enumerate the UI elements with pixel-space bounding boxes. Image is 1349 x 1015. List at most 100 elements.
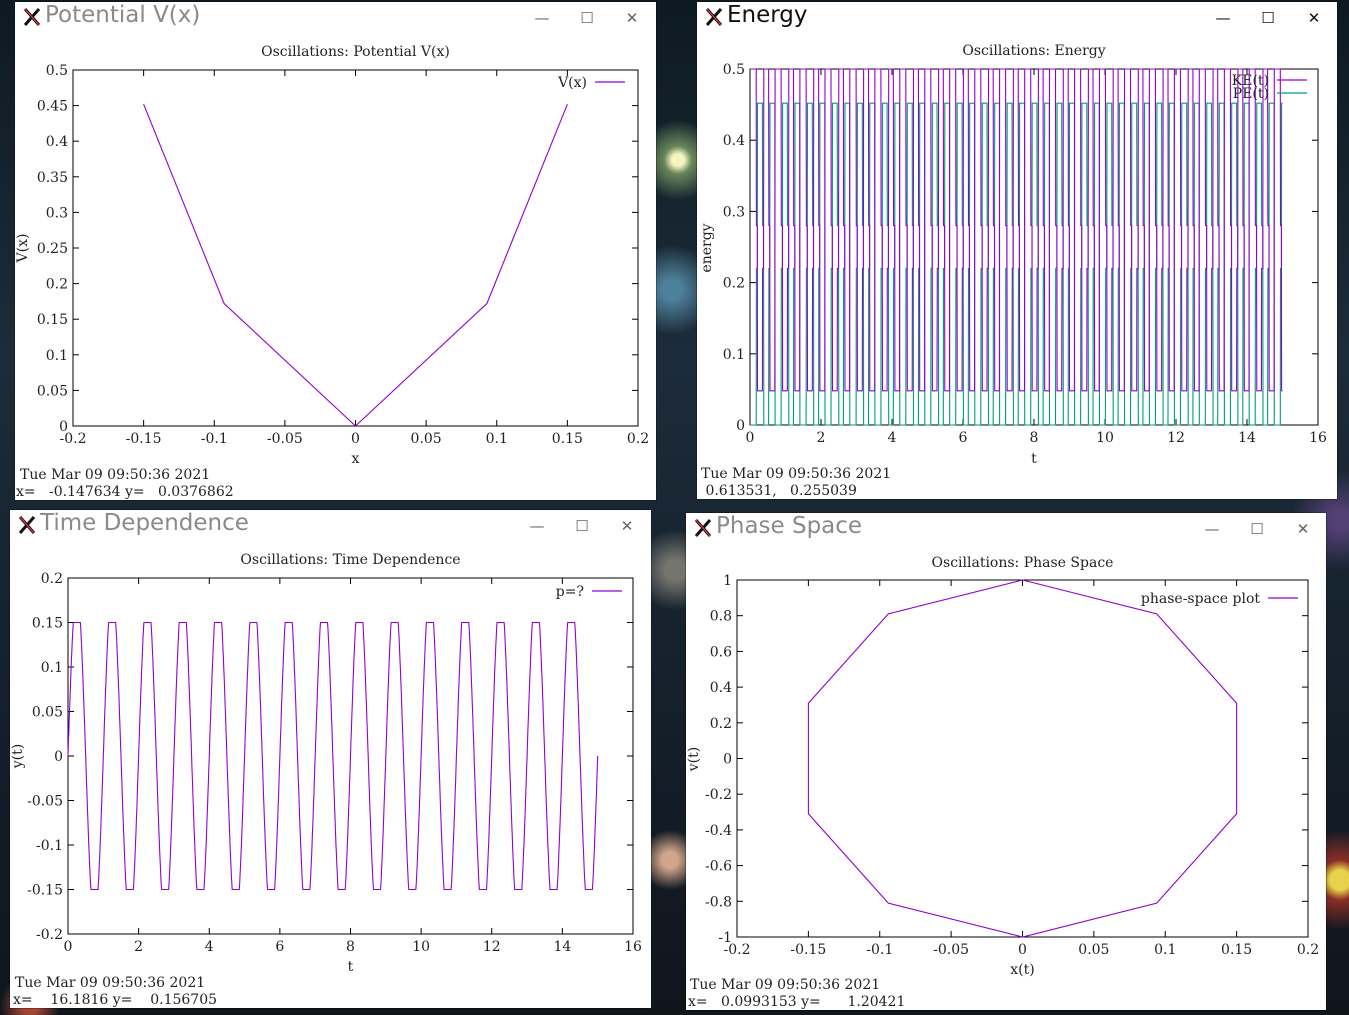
window-time-dependence[interactable]: Time Dependence — ☐ ✕ 0 2 4 6 8 10 12 14 16 -0.2 -…	[10, 510, 651, 1008]
y-axis-label: energy	[699, 223, 715, 272]
x-tick-label: 10	[1096, 430, 1114, 446]
y-axis-label: V(x)	[15, 234, 31, 264]
status-coords: x= 16.1816 y= 0.156705	[13, 992, 218, 1008]
minimize-icon[interactable]: —	[529, 517, 545, 535]
x-tick-label: 0.15	[1221, 942, 1252, 958]
title-bar[interactable]: Potential V(x) — ☐ ✕	[15, 2, 656, 34]
plot-canvas[interactable]: -0.2 -0.15 -0.1 -0.05 0 0.05 0.1 0.15 0.2 0 0.05 0.…	[15, 2, 656, 500]
window-potential[interactable]: Potential V(x) — ☐ ✕ -0.2 -0.15 -0.1 -0.05 0…	[15, 2, 656, 500]
maximize-icon[interactable]: ☐	[575, 517, 589, 535]
y-tick-label: -0.8	[705, 894, 732, 910]
window-title: Time Dependence	[40, 510, 249, 536]
status-coords: x= -0.147634 y= 0.0376862	[16, 484, 234, 500]
x-axis-label: t	[1031, 451, 1037, 467]
window-phase-space[interactable]: Phase Space — ☐ ✕ -0.2 -0.15 -0.1 -0.05 0 0.0…	[686, 513, 1326, 1010]
x-tick-label: 14	[553, 939, 571, 955]
y-tick-label: -0.05	[27, 794, 63, 810]
series-line	[67, 621, 599, 891]
x-tick-label: -0.15	[790, 942, 826, 958]
legend-label: p=?	[556, 584, 584, 600]
x-tick-label: 8	[1030, 430, 1039, 446]
x-tick-label: 16	[624, 939, 642, 955]
legend-label: V(x)	[557, 75, 587, 91]
x11-logo-icon	[705, 8, 723, 26]
y-tick-label: 0.2	[41, 571, 63, 587]
close-icon[interactable]: ✕	[1296, 520, 1310, 538]
x-tick-label: 2	[134, 939, 143, 955]
x-tick-label: 0.05	[411, 431, 442, 447]
close-icon[interactable]: ✕	[625, 9, 639, 27]
x-tick-label: 0.15	[552, 431, 583, 447]
x-tick-label: 12	[483, 939, 501, 955]
series-line-ke	[750, 68, 1283, 392]
y-tick-label: 0.1	[723, 347, 745, 363]
x-tick-label: 6	[275, 939, 284, 955]
status-date: Tue Mar 09 09:50:36 2021	[701, 466, 892, 482]
series-line	[807, 579, 1238, 938]
y-axis-label: y(t)	[10, 744, 26, 769]
title-bar[interactable]: Phase Space — ☐ ✕	[686, 513, 1326, 545]
plot-canvas[interactable]: 0 2 4 6 8 10 12 14 16 -0.2 -0.15 -0.1 -0.05 0 0.05 0.1 0…	[10, 510, 651, 1008]
maximize-icon[interactable]: ☐	[1261, 9, 1275, 27]
y-tick-label: 0.1	[41, 660, 63, 676]
y-tick-label: 0.05	[37, 383, 68, 399]
y-tick-label: 0.2	[723, 276, 745, 292]
x-tick-label: 0	[1018, 942, 1027, 958]
chart-title: Oscillations: Potential V(x)	[261, 44, 450, 60]
x-tick-label: 0.1	[1154, 942, 1176, 958]
window-title: Potential V(x)	[45, 2, 201, 28]
title-bar[interactable]: Energy — ☐ ✕	[697, 2, 1337, 34]
y-tick-label: 0	[736, 418, 745, 434]
x-tick-label: 0	[351, 431, 360, 447]
x11-logo-icon	[694, 519, 712, 537]
y-tick-label: 0.45	[37, 99, 68, 115]
y-tick-label: 0.4	[46, 134, 68, 150]
y-tick-label: 0.4	[710, 680, 732, 696]
y-tick-label: 0	[59, 419, 68, 435]
y-tick-label: 0.1	[46, 348, 68, 364]
x-tick-label: 6	[959, 430, 968, 446]
y-tick-label: 1	[723, 573, 732, 589]
plot-border	[736, 579, 1309, 938]
y-tick-label: 0.2	[46, 277, 68, 293]
chart-title: Oscillations: Phase Space	[932, 555, 1114, 571]
plot-canvas[interactable]: 0 2 4 6 8 10 12 14 16 0 0.1 0.2 0.3 0.4 0.5 Oscillation…	[697, 2, 1337, 499]
x11-logo-icon	[18, 516, 36, 534]
close-icon[interactable]: ✕	[620, 517, 634, 535]
minimize-icon[interactable]: —	[1215, 9, 1231, 27]
status-date: Tue Mar 09 09:50:36 2021	[690, 977, 881, 993]
x-axis-label: x(t)	[1010, 962, 1034, 978]
y-tick-label: 0.35	[37, 170, 68, 186]
x-tick-label: 2	[817, 430, 826, 446]
x-tick-label: 0	[64, 939, 73, 955]
y-tick-label: 0.8	[710, 609, 732, 625]
y-tick-label: 0	[723, 752, 732, 768]
x-tick-label: 0.1	[486, 431, 508, 447]
y-tick-label: 0.5	[46, 63, 68, 79]
status-coords: 0.613531, 0.255039	[701, 483, 857, 499]
y-axis-label: v(t)	[686, 747, 702, 772]
x-tick-label: -0.1	[201, 431, 228, 447]
y-tick-label: -0.15	[27, 883, 63, 899]
x-tick-label: 12	[1167, 430, 1185, 446]
plot-canvas[interactable]: -0.2 -0.15 -0.1 -0.05 0 0.05 0.1 0.15 0.2 -1 -0.8 -…	[686, 513, 1326, 1010]
legend-label: phase-space plot	[1141, 591, 1260, 607]
y-tick-label: -0.6	[705, 859, 732, 875]
x-tick-label: -0.1	[866, 942, 893, 958]
y-tick-label: 0.6	[710, 644, 732, 660]
y-tick-label: 0.25	[37, 241, 68, 257]
close-icon[interactable]: ✕	[1307, 9, 1321, 27]
minimize-icon[interactable]: —	[1204, 520, 1220, 538]
title-bar[interactable]: Time Dependence — ☐ ✕	[10, 510, 651, 542]
y-tick-label: 0.3	[723, 204, 745, 220]
y-tick-label: 0.15	[37, 312, 68, 328]
x-tick-label: 10	[412, 939, 430, 955]
window-energy[interactable]: Energy — ☐ ✕ 0 2 4 6 8 10 12 14 16 0 0.1 0.2 0.3 0.4 0…	[697, 2, 1337, 499]
maximize-icon[interactable]: ☐	[580, 9, 594, 27]
y-tick-label: 0	[54, 749, 63, 765]
x-tick-label: -0.05	[933, 942, 969, 958]
maximize-icon[interactable]: ☐	[1250, 520, 1264, 538]
minimize-icon[interactable]: —	[534, 9, 550, 27]
window-title: Phase Space	[716, 513, 863, 539]
window-title: Energy	[727, 2, 808, 28]
